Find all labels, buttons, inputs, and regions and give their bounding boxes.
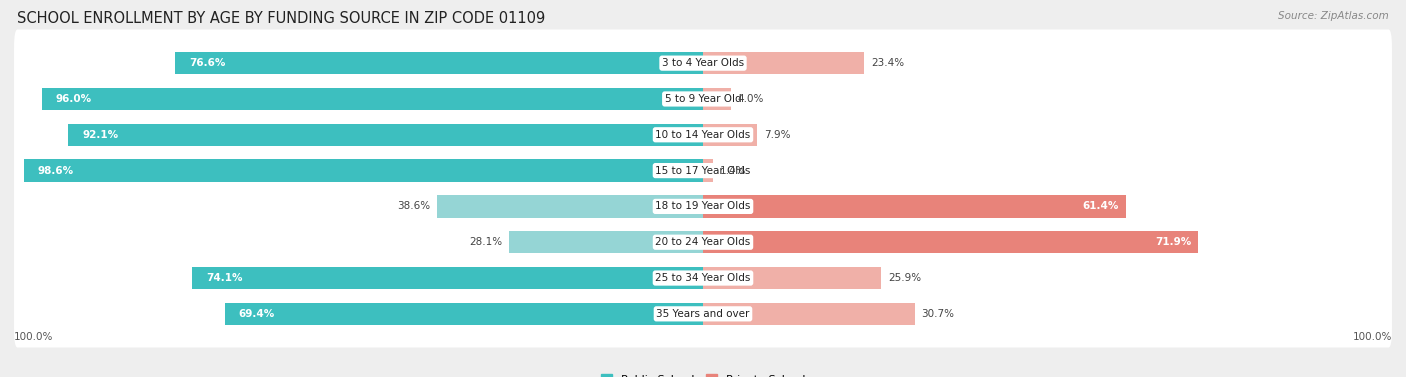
Text: 92.1%: 92.1% (83, 130, 118, 140)
Bar (703, 52, 865, 74)
FancyBboxPatch shape (14, 173, 1392, 240)
Text: Source: ZipAtlas.com: Source: ZipAtlas.com (1278, 11, 1389, 21)
FancyBboxPatch shape (14, 137, 1392, 204)
Text: 3 to 4 Year Olds: 3 to 4 Year Olds (662, 58, 744, 68)
Text: 28.1%: 28.1% (470, 237, 502, 247)
Bar (703, 231, 1198, 253)
Text: SCHOOL ENROLLMENT BY AGE BY FUNDING SOURCE IN ZIP CODE 01109: SCHOOL ENROLLMENT BY AGE BY FUNDING SOUR… (17, 11, 546, 26)
Text: 30.7%: 30.7% (921, 309, 955, 319)
Text: 38.6%: 38.6% (396, 201, 430, 211)
Bar (437, 195, 703, 218)
Bar (509, 231, 703, 253)
FancyBboxPatch shape (14, 280, 1392, 348)
Bar (703, 195, 1126, 218)
Bar (24, 159, 703, 182)
Legend: Public School, Private School: Public School, Private School (596, 370, 810, 377)
FancyBboxPatch shape (14, 244, 1392, 312)
Text: 5 to 9 Year Old: 5 to 9 Year Old (665, 94, 741, 104)
Text: 100.0%: 100.0% (1353, 332, 1392, 342)
Bar (703, 159, 713, 182)
Bar (176, 52, 703, 74)
FancyBboxPatch shape (14, 208, 1392, 276)
Text: 61.4%: 61.4% (1083, 201, 1119, 211)
Text: 10 to 14 Year Olds: 10 to 14 Year Olds (655, 130, 751, 140)
Text: 20 to 24 Year Olds: 20 to 24 Year Olds (655, 237, 751, 247)
FancyBboxPatch shape (14, 29, 1392, 97)
Text: 25.9%: 25.9% (889, 273, 921, 283)
Text: 76.6%: 76.6% (188, 58, 225, 68)
Text: 1.4%: 1.4% (720, 166, 747, 176)
FancyBboxPatch shape (14, 65, 1392, 133)
Text: 25 to 34 Year Olds: 25 to 34 Year Olds (655, 273, 751, 283)
Text: 69.4%: 69.4% (239, 309, 276, 319)
FancyBboxPatch shape (14, 101, 1392, 169)
Text: 96.0%: 96.0% (55, 94, 91, 104)
Text: 74.1%: 74.1% (207, 273, 243, 283)
Bar (703, 303, 914, 325)
Text: 35 Years and over: 35 Years and over (657, 309, 749, 319)
Text: 18 to 19 Year Olds: 18 to 19 Year Olds (655, 201, 751, 211)
Bar (225, 303, 703, 325)
Text: 100.0%: 100.0% (14, 332, 53, 342)
Text: 15 to 17 Year Olds: 15 to 17 Year Olds (655, 166, 751, 176)
Bar (703, 267, 882, 289)
Bar (42, 88, 703, 110)
Text: 98.6%: 98.6% (38, 166, 73, 176)
Text: 23.4%: 23.4% (872, 58, 904, 68)
Text: 7.9%: 7.9% (765, 130, 790, 140)
Text: 71.9%: 71.9% (1156, 237, 1191, 247)
Bar (703, 124, 758, 146)
Bar (69, 124, 703, 146)
Text: 4.0%: 4.0% (738, 94, 763, 104)
Bar (193, 267, 703, 289)
Bar (703, 88, 731, 110)
